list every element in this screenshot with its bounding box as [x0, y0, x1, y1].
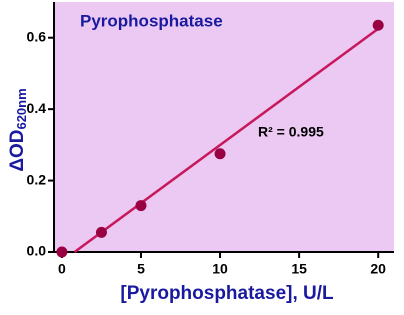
marks: 0.0 0.2 0.4 0.6 0 5 10 15 20 — [27, 2, 394, 277]
x-tick-label: 15 — [291, 261, 307, 277]
fit-line — [73, 27, 379, 254]
y-tick-label: 0.0 — [27, 243, 47, 259]
x-tick-label: 20 — [370, 261, 386, 277]
y-label-main: ΔOD — [7, 130, 28, 172]
annotation: R² = 0.995 — [258, 124, 324, 140]
x-tick-label: 0 — [58, 261, 66, 277]
y-axis-label: ΔOD620nm — [7, 88, 29, 171]
data-point — [56, 246, 68, 258]
x-tick-label: 10 — [212, 261, 228, 277]
data-point — [135, 200, 147, 212]
y-label-sub: 620nm — [14, 88, 29, 129]
y-tick-label: 0.6 — [27, 28, 47, 44]
plot-area — [54, 2, 394, 252]
x-axis-label: [Pyrophosphatase], U/L — [120, 283, 334, 304]
y-tick-label: 0.2 — [27, 171, 47, 187]
data-point — [372, 19, 384, 31]
x-tick-label: 5 — [137, 261, 145, 277]
data-point — [214, 148, 226, 160]
chart-title: Pyrophosphatase — [80, 11, 223, 30]
data-point — [95, 226, 107, 238]
y-tick-label: 0.4 — [27, 100, 47, 116]
